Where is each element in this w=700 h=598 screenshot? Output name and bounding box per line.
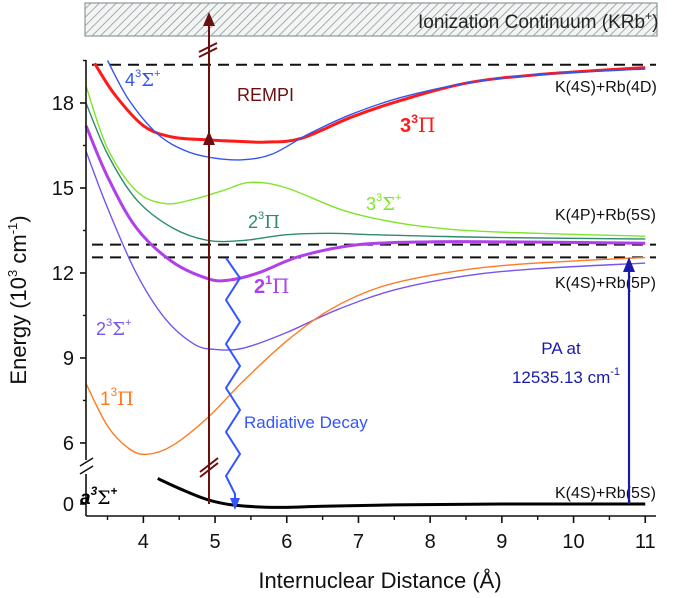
asymptote-label: K(4S)+Rb(5P) bbox=[555, 275, 656, 292]
ionization-continuum-box: Ionization Continuum (KRb+) bbox=[84, 2, 658, 37]
x-tick-label: 6 bbox=[281, 531, 292, 553]
curve-labels: 33Π 43Σ+ 33Σ+ 23Π 21Π 23Σ+ 13Π a3Σ+ bbox=[80, 68, 435, 509]
curve-label-2-1pi: 21Π bbox=[254, 273, 289, 298]
x-tick-label: 5 bbox=[209, 531, 220, 553]
asymptote-label: K(4S)+Rb(4D) bbox=[555, 79, 657, 96]
y-tick-label: 15 bbox=[52, 178, 74, 200]
radiative-decay-arrow bbox=[224, 257, 242, 510]
axes bbox=[79, 60, 656, 517]
curve-label-a-3sigma: a3Σ+ bbox=[80, 485, 118, 509]
pa-arrow bbox=[623, 257, 635, 504]
x-tick-label: 9 bbox=[496, 531, 507, 553]
curve-3-3sigma bbox=[85, 85, 646, 237]
curve-a-3sigma bbox=[157, 477, 646, 509]
potential-curves bbox=[84, 60, 646, 509]
asymptote-lines: K(4S)+Rb(4D) K(4P)+Rb(5S) K(4S)+Rb(5P) K(4S… bbox=[92, 63, 657, 502]
asymptote-label: K(4P)+Rb(5S) bbox=[555, 207, 656, 224]
pa-label-line2: 12535.13 cm-1 bbox=[512, 366, 620, 387]
curve-1-3pi bbox=[85, 256, 646, 456]
curve-3-3pi bbox=[93, 62, 646, 144]
curve-4-3sigma bbox=[106, 60, 646, 161]
asymptote-label: K(4S)+Rb(5S) bbox=[555, 485, 656, 502]
y-tick-label: 6 bbox=[63, 433, 74, 455]
curve-label-2-3sigma: 23Σ+ bbox=[96, 317, 131, 340]
curve-label-1-3pi: 13Π bbox=[100, 386, 134, 410]
x-axis-label: Internuclear Distance (Å) bbox=[258, 568, 501, 593]
ionization-label: Ionization Continuum (KRb+) bbox=[418, 9, 658, 33]
axis-break-mark bbox=[79, 465, 94, 475]
y-axis-label: Energy (103 cm-1) bbox=[5, 215, 31, 384]
y-tick-label: 0 bbox=[63, 494, 74, 516]
curve-label-2-3pi: 23Π bbox=[248, 210, 280, 233]
x-tick-label: 8 bbox=[425, 531, 436, 553]
curve-label-3-3pi: 33Π bbox=[400, 112, 435, 137]
curve-2-1pi bbox=[84, 125, 646, 283]
x-tick-label: 4 bbox=[138, 531, 149, 553]
x-tick-label: 11 bbox=[635, 531, 656, 553]
curve-2-3sigma bbox=[85, 150, 646, 351]
x-tick-label: 7 bbox=[353, 531, 364, 553]
y-tick-label: 12 bbox=[52, 263, 74, 285]
rempi-label: REMPI bbox=[237, 85, 294, 105]
curve-2-3pi bbox=[85, 102, 646, 243]
y-tick-label: 9 bbox=[63, 348, 74, 370]
radiative-decay-label: Radiative Decay bbox=[244, 413, 368, 432]
curve-label-4-3sigma: 43Σ+ bbox=[125, 68, 160, 91]
pa-label-line1: PA at bbox=[541, 339, 581, 358]
axis-ticks: 4 5 6 7 8 9 10 11 6 9 12 15 18 0 bbox=[52, 59, 656, 553]
rempi-arrow bbox=[198, 12, 219, 504]
axis-break-mark bbox=[79, 457, 94, 467]
curve-label-3-3sigma: 33Σ+ bbox=[366, 192, 401, 215]
x-tick-label: 10 bbox=[562, 531, 584, 553]
y-tick-label: 18 bbox=[52, 93, 74, 115]
